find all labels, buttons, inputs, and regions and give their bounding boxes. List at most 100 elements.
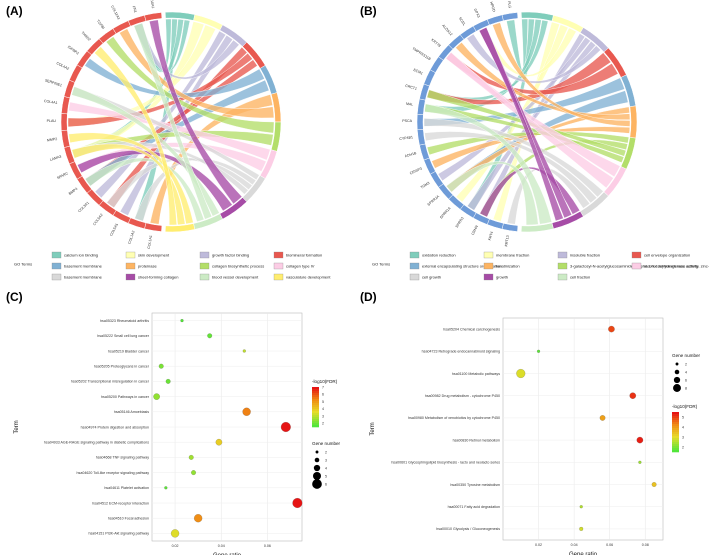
bubble-point — [636, 436, 644, 444]
color-bar-segment — [312, 391, 319, 394]
chord-legend-b: GO Terms oxidation reduction membrane frac… — [372, 251, 709, 281]
chord-ribbon — [67, 52, 253, 128]
legend-swatch — [631, 251, 642, 259]
color-bar-segment — [672, 442, 679, 445]
bubble-chart-c: 0.02 0.04 0.06 hsa05323 Rheumatoid arthriti… — [14, 312, 341, 555]
bubble-point — [516, 369, 526, 378]
gene-arc — [60, 113, 68, 131]
legend-swatch — [557, 262, 568, 270]
size-legend-dot — [674, 369, 680, 375]
gene-label: ECM1 — [413, 68, 424, 76]
color-tick-label: 3 — [682, 435, 684, 439]
legend-swatch — [631, 262, 642, 270]
chord-ribbon — [455, 24, 569, 203]
gene-label: SCEL — [458, 16, 467, 26]
color-bar-segment — [312, 425, 319, 428]
size-legend-dot — [314, 457, 320, 463]
term-label: hsa01100 Metabolic pathways — [452, 372, 500, 376]
gene-label: SPARC — [56, 171, 69, 180]
color-tick-label: 2 — [322, 422, 324, 426]
color-bar-segment — [672, 434, 679, 437]
color-bar-segment — [672, 428, 679, 431]
gene-label: SPRR2A — [427, 194, 441, 207]
gene-arc — [419, 143, 430, 161]
term-label: hsa05219 Bladder cancer — [108, 349, 150, 353]
gene-label: KRT4 — [488, 231, 495, 241]
gene-label: COL1A2 — [127, 230, 135, 244]
legend-item-label: basement membrane — [64, 264, 103, 269]
gene-label: SERPINE1 — [44, 78, 62, 87]
gene-label: COL3A1 — [77, 201, 90, 214]
gene-label: CRCT1 — [405, 84, 418, 91]
chord-ribbon — [446, 161, 539, 226]
legend-item-label: cell fraction — [570, 275, 590, 280]
term-label: hsa00071 Fatty acid degradation — [448, 505, 500, 509]
chord-ribbon — [492, 22, 631, 127]
term-label: hsa00982 Drug metabolism - cytochrome P4… — [425, 394, 500, 398]
legend-swatch — [273, 262, 284, 270]
color-bar-segment — [672, 420, 679, 423]
y-axis-title: Term — [14, 420, 20, 433]
color-bar-segment — [672, 430, 679, 433]
panel-label-d: (D) — [360, 290, 377, 304]
term-label: hsa00010 Glycolysis / Gluconeogenesis — [436, 527, 500, 531]
color-bar-segment — [312, 421, 319, 424]
gene-label: CYP4B1 — [399, 135, 413, 141]
legend-swatch — [125, 251, 136, 259]
legend-swatch — [557, 273, 568, 281]
gene-arc — [417, 98, 426, 115]
gene-label: SPRR3 — [455, 216, 465, 228]
gene-label: KRT78 — [430, 38, 441, 48]
term-label: hsa04151 PI3K-Akt signaling pathway — [88, 532, 149, 536]
size-tick-label: 5 — [325, 474, 327, 478]
chord-ribbon — [71, 86, 220, 217]
chord-ribbon — [133, 22, 213, 220]
color-bar-segment — [312, 387, 319, 390]
legend-item-label: vasculature development — [286, 275, 331, 280]
color-legend-title: -log10(FDR) — [312, 379, 338, 384]
legend-heading: GO Terms — [14, 262, 32, 267]
bubble-point — [207, 333, 213, 339]
size-legend-dot — [312, 479, 322, 489]
gene-label: KRT13 — [504, 235, 510, 247]
gene-arc — [416, 113, 424, 131]
term-label: hsa05204 Chemical carcinogenesis — [443, 327, 500, 331]
legend-swatch — [199, 262, 210, 270]
size-legend-dot — [313, 472, 321, 480]
gene-label: FN1 — [132, 5, 138, 13]
color-bar-segment — [312, 415, 319, 418]
size-legend-title: Gene number — [672, 353, 701, 358]
x-tick-label: 0.08 — [642, 543, 649, 547]
panel-label-a: (A) — [6, 4, 23, 18]
bubble-point — [579, 505, 583, 509]
color-bar-segment — [672, 412, 679, 415]
color-bar-segment — [312, 409, 319, 412]
gene-arc — [417, 129, 426, 146]
gene-label: TGM3 — [420, 181, 431, 190]
color-bar-segment — [672, 448, 679, 451]
color-bar-segment — [312, 403, 319, 406]
bubble-chart-d: 0.02 0.04 0.06 0.08 hsa05204 Chemical carcin… — [370, 317, 701, 555]
bubble-point — [537, 349, 541, 353]
size-legend-dot — [315, 450, 319, 454]
bubble-point — [280, 422, 291, 432]
term-label: hsa05202 Transcriptional misregulation i… — [71, 380, 150, 384]
chord-ribbon — [455, 42, 631, 120]
gene-label: MAL — [406, 102, 414, 107]
gene-label: TMPRSS11B — [412, 47, 432, 62]
chord-ribbon — [506, 18, 528, 71]
color-tick-label: 5 — [322, 400, 324, 404]
legend-swatch — [409, 273, 420, 281]
term-label: hsa04974 Protein digestion and absorptio… — [81, 425, 149, 429]
chord-ribbon — [68, 132, 194, 225]
term-label: hsa00830 Retinol metabolism — [453, 438, 500, 442]
gene-arc — [144, 222, 163, 232]
term-label: hsa05205 Proteoglycans in cancer — [94, 365, 150, 369]
bubble-point — [164, 486, 168, 490]
gene-label: MMP2 — [47, 137, 58, 143]
size-legend-title: Gene number — [312, 441, 341, 446]
x-tick-label: 0.04 — [571, 543, 578, 547]
term-label: hsa04611 Platelet activation — [104, 486, 149, 490]
bubble-point — [242, 349, 246, 353]
gene-label: COL4A2 — [56, 61, 70, 71]
